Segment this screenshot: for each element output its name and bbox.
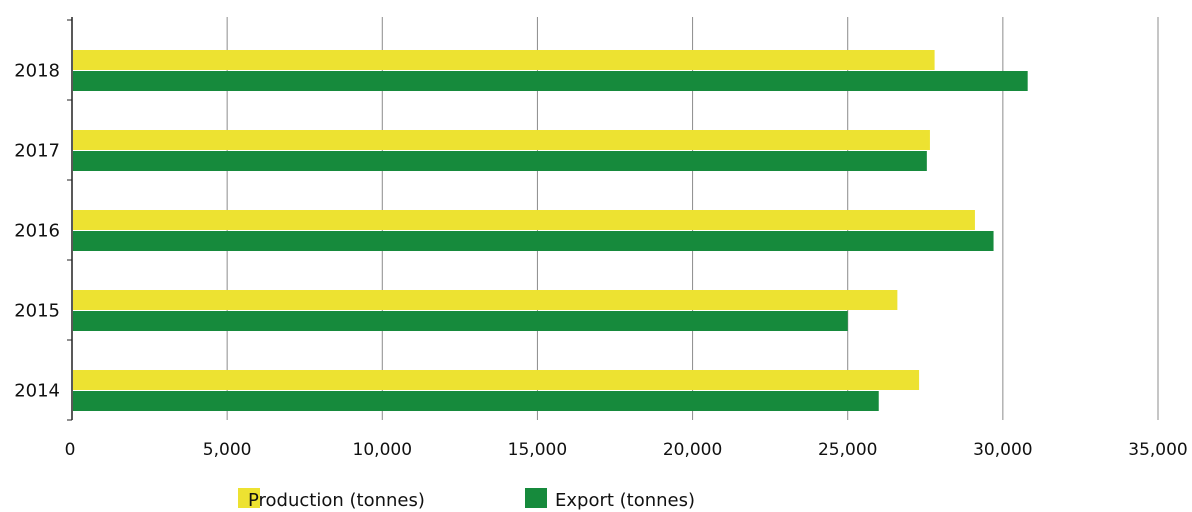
bar xyxy=(73,50,935,70)
legend-label: Export (tonnes) xyxy=(555,490,695,511)
legend-label: Production (tonnes) xyxy=(248,490,425,511)
legend-swatch xyxy=(525,488,547,508)
category-label: 2015 xyxy=(14,301,60,322)
x-tick-label: 25,000 xyxy=(818,440,877,460)
bars xyxy=(73,50,1028,411)
x-tick-label: 20,000 xyxy=(663,440,722,460)
category-label: 2017 xyxy=(14,141,60,162)
bar xyxy=(73,311,848,331)
bar xyxy=(73,370,920,390)
x-tick-label: 15,000 xyxy=(508,440,567,460)
bar xyxy=(73,210,975,230)
axis-labels: 0 5,000 10,000 15,000 20,000 25,000 30,000 35,0… xyxy=(14,61,1188,461)
legend-swatch xyxy=(238,488,260,508)
bar xyxy=(73,290,898,310)
category-label: 2014 xyxy=(14,381,60,402)
bar xyxy=(73,130,930,150)
x-tick-label: 30,000 xyxy=(973,440,1032,460)
legend: Production (tonnes) Export (tonnes) xyxy=(238,488,695,511)
x-tick-label: 5,000 xyxy=(203,440,252,460)
x-tick-label: 0 xyxy=(65,440,76,460)
axes xyxy=(67,17,73,421)
x-tick-label: 10,000 xyxy=(353,440,412,460)
category-label: 2018 xyxy=(14,61,60,82)
category-label: 2016 xyxy=(14,221,60,242)
bar xyxy=(73,71,1028,91)
bar xyxy=(73,151,927,171)
x-tick-label: 35,000 xyxy=(1128,440,1187,460)
bar xyxy=(73,231,994,251)
bar xyxy=(73,391,879,411)
